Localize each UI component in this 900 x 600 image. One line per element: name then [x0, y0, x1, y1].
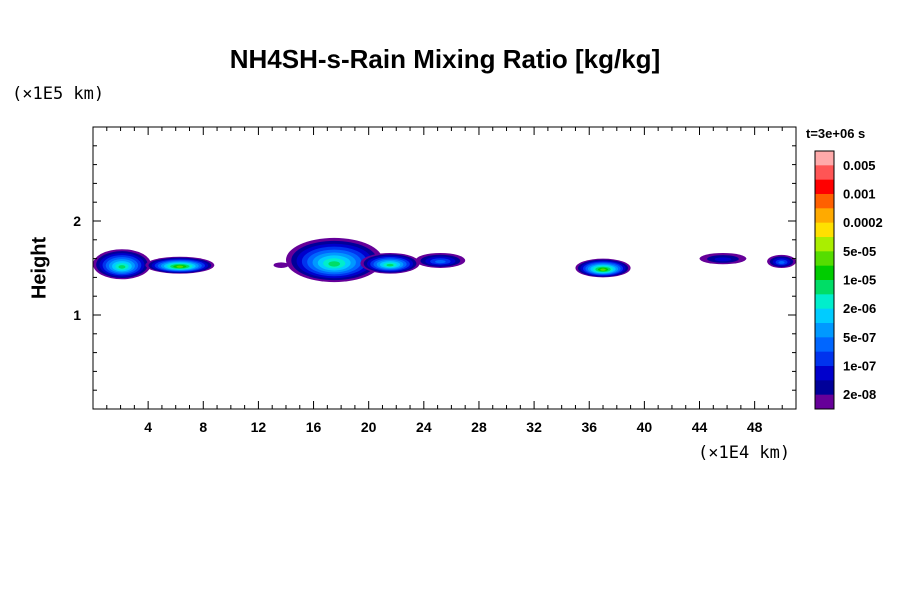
colorbar-label: 5e-07 [843, 330, 876, 345]
colorbar-label: 0.001 [843, 187, 876, 202]
colorbar-label: 2e-06 [843, 301, 876, 316]
cloud-contour [386, 263, 394, 267]
colorbar-swatch [815, 165, 834, 181]
colorbar: 0.005 0.001 0.0002 5e-05 1e-05 2e-06 5e-07 1e-0… [814, 150, 883, 410]
colorbar-swatch [815, 237, 834, 252]
x-tick-label: 36 [581, 419, 597, 435]
x-tick-label: 44 [692, 419, 708, 435]
cloud-contour [118, 265, 126, 269]
colorbar-label: 0.005 [843, 158, 876, 173]
chart-title: NH4SH-s-Rain Mixing Ratio [kg/kg] [229, 44, 661, 74]
x-tick-label: 32 [526, 419, 542, 435]
colorbar-swatch [815, 208, 834, 224]
colorbar-swatch [815, 308, 834, 324]
mixing-ratio-field [93, 237, 796, 283]
colorbar-swatch [815, 394, 834, 410]
colorbar-swatch [815, 151, 834, 166]
colorbar-label: 0.0002 [843, 215, 883, 230]
x-tick-label: 12 [251, 419, 267, 435]
x-tick-label: 48 [747, 419, 763, 435]
cloud-contour [714, 257, 732, 262]
x-tick-label: 20 [361, 419, 377, 435]
y-tick-label: 1 [73, 307, 81, 323]
colorbar-swatch [815, 265, 834, 281]
x-tick-label: 24 [416, 419, 432, 435]
colorbar-swatch [815, 280, 834, 295]
colorbar-label: 5e-05 [843, 244, 876, 259]
x-tick-label: 8 [199, 419, 207, 435]
colorbar-label: 1e-07 [843, 359, 876, 374]
y-tick-label: 2 [73, 213, 81, 229]
x-axis-unit: (×1E4 km) [698, 443, 791, 463]
colorbar-swatch [815, 251, 834, 267]
cloud-contour [435, 260, 446, 264]
colorbar-label: 2e-08 [843, 387, 876, 402]
colorbar-swatch [815, 194, 834, 209]
colorbar-swatch [815, 323, 834, 338]
colorbar-swatch [815, 294, 834, 310]
plot-frame [92, 126, 797, 410]
x-tick-label: 4 [144, 419, 152, 435]
cloud-contour [273, 262, 289, 268]
x-tick-label: 16 [306, 419, 322, 435]
cloud-contour [328, 261, 341, 267]
colorbar-swatch [815, 351, 834, 367]
colorbar-swatch [815, 337, 834, 353]
colorbar-swatch [815, 366, 834, 381]
x-tick-label: 28 [471, 419, 487, 435]
colorbar-swatch [815, 222, 834, 238]
colorbar-swatch [815, 380, 834, 396]
cloud-contour [600, 268, 606, 271]
y-axis-unit: (×1E5 km) [12, 84, 105, 104]
time-label: t=3e+06 s [806, 126, 866, 141]
colorbar-swatch [815, 179, 834, 195]
cloud-contour [176, 265, 184, 268]
x-tick-label: 40 [637, 419, 653, 435]
colorbar-frame [814, 150, 835, 410]
cloud-contour [778, 261, 785, 264]
colorbar-label: 1e-05 [843, 273, 876, 288]
